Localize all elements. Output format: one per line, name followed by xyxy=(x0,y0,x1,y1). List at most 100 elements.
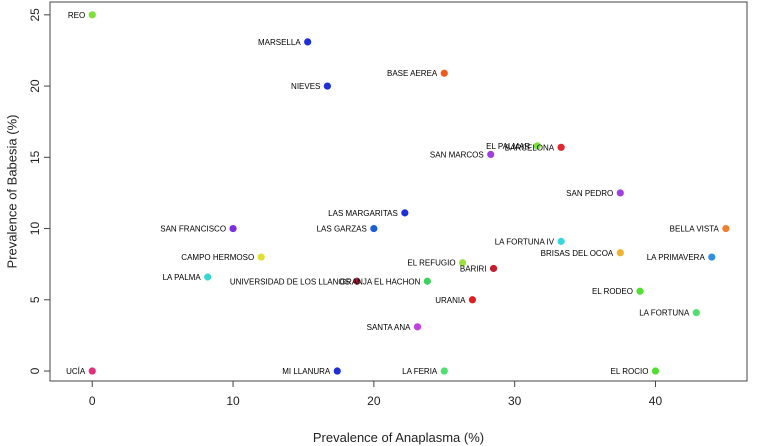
point-marker xyxy=(557,143,565,151)
data-point: EL REFUGIO xyxy=(407,259,467,268)
point-label: MI LLANURA xyxy=(282,367,331,376)
data-point: CAMPO HERMOSO xyxy=(181,253,265,262)
point-marker xyxy=(440,367,448,375)
y-axis: 0 5 10 15 20 25 xyxy=(28,8,51,374)
data-point: MARSELLA xyxy=(258,38,312,47)
data-point: MI LLANURA xyxy=(282,367,341,376)
data-point: SANTA ANA xyxy=(367,323,422,332)
data-point: GRANJA EL HACHON xyxy=(340,277,431,286)
point-marker xyxy=(229,224,237,233)
point-label: GRANJA EL HACHON xyxy=(340,277,421,286)
y-tick-label: 5 xyxy=(28,296,42,303)
y-axis-title: Prevalence of Babesia (%) xyxy=(4,115,19,269)
point-label: SAN FRANCISCO xyxy=(160,225,226,234)
data-point: SAN MARCOS xyxy=(430,150,495,159)
point-label: LA FORTUNA xyxy=(639,309,690,318)
point-label: NIEVES xyxy=(291,82,320,91)
data-points: REO MARSELLA BASE AEREA NIEVES EL PALMARBARC… xyxy=(66,11,730,376)
data-point: REO xyxy=(68,11,96,20)
point-label: REO xyxy=(68,11,85,20)
data-point: LA PALMA xyxy=(163,273,212,282)
data-point: UCÍA xyxy=(66,367,96,376)
data-point: EL PALMAR xyxy=(486,142,541,151)
point-label: EL ROCIO xyxy=(611,367,649,376)
point-label: LAS MARGARITAS xyxy=(328,209,398,218)
data-point: LA PRIMAVERA xyxy=(647,253,716,262)
point-marker xyxy=(533,142,541,150)
point-label: SAN MARCOS xyxy=(430,150,484,159)
point-label: UNIVERSIDAD DE LOS LLANOS xyxy=(230,277,350,286)
y-tick-label: 0 xyxy=(28,367,42,374)
x-tick-label: 10 xyxy=(226,394,240,408)
x-axis: 0 10 20 30 40 xyxy=(89,380,663,408)
point-marker xyxy=(401,209,409,217)
x-axis-title: Prevalence of Anaplasma (%) xyxy=(313,430,484,445)
point-label: BELLA VISTA xyxy=(670,225,720,234)
data-point: LA FORTUNA xyxy=(639,309,700,318)
point-label: URANIA xyxy=(435,296,466,305)
point-marker xyxy=(257,253,265,261)
data-point: SAN FRANCISCO xyxy=(160,224,237,234)
point-marker xyxy=(557,237,565,245)
point-label: UCÍA xyxy=(66,367,86,376)
y-tick-label: 20 xyxy=(28,79,42,93)
point-marker xyxy=(370,224,378,233)
point-label: LA PALMA xyxy=(163,273,202,282)
point-marker xyxy=(489,264,498,273)
point-marker xyxy=(692,309,700,317)
point-marker xyxy=(323,82,331,90)
point-marker xyxy=(458,259,467,267)
point-marker xyxy=(636,287,644,295)
point-marker xyxy=(88,11,96,19)
point-marker xyxy=(487,150,495,159)
x-tick-label: 30 xyxy=(508,394,522,408)
data-point: LAS MARGARITAS xyxy=(328,209,409,218)
data-point: BARCELONA xyxy=(505,143,565,152)
point-marker xyxy=(353,277,361,285)
data-point: URANIA xyxy=(435,296,477,305)
point-label: BASE AEREA xyxy=(387,69,438,78)
point-marker xyxy=(468,296,477,304)
point-marker xyxy=(423,277,431,285)
point-label: BRISAS DEL OCOA xyxy=(541,249,614,258)
point-marker xyxy=(204,273,212,281)
point-label: LA PRIMAVERA xyxy=(647,253,706,262)
data-point: UNIVERSIDAD DE LOS LLANOS xyxy=(230,277,361,286)
data-point: LAS GARZAS xyxy=(317,225,378,234)
point-label: EL REFUGIO xyxy=(407,259,455,268)
point-marker xyxy=(616,189,624,197)
point-marker xyxy=(333,367,341,375)
point-marker xyxy=(616,249,624,257)
point-label: EL RODEO xyxy=(592,287,633,296)
x-tick-label: 20 xyxy=(367,394,381,408)
y-tick-label: 15 xyxy=(28,150,42,164)
data-point: BELLA VISTA xyxy=(670,225,730,234)
point-label: BARIRI xyxy=(460,264,487,273)
point-label: SAN PEDRO xyxy=(566,189,613,198)
y-tick-label: 25 xyxy=(28,8,42,22)
data-point: BARIRI xyxy=(460,264,498,273)
point-label: SANTA ANA xyxy=(367,323,412,332)
point-label: LA FERIA xyxy=(402,367,438,376)
point-label: EL PALMAR xyxy=(486,142,530,151)
point-marker xyxy=(440,69,448,77)
data-point: SAN PEDRO xyxy=(566,189,624,198)
point-label: MARSELLA xyxy=(258,38,301,47)
x-tick-label: 0 xyxy=(89,394,96,408)
data-point: BRISAS DEL OCOA xyxy=(541,249,624,258)
point-label: BARCELONA xyxy=(505,143,555,152)
point-marker xyxy=(651,367,660,375)
data-point: LA FORTUNA IV xyxy=(495,237,565,246)
point-marker xyxy=(88,367,96,375)
point-marker xyxy=(413,323,422,331)
data-point: BASE AEREA xyxy=(387,69,448,78)
point-marker xyxy=(708,253,716,261)
data-point: NIEVES xyxy=(291,82,331,91)
data-point: EL ROCIO xyxy=(611,367,660,376)
data-point: LA FERIA xyxy=(402,367,448,376)
x-tick-label: 40 xyxy=(649,394,663,408)
point-label: CAMPO HERMOSO xyxy=(181,253,254,262)
point-marker xyxy=(304,38,312,46)
point-label: LAS GARZAS xyxy=(317,225,367,234)
